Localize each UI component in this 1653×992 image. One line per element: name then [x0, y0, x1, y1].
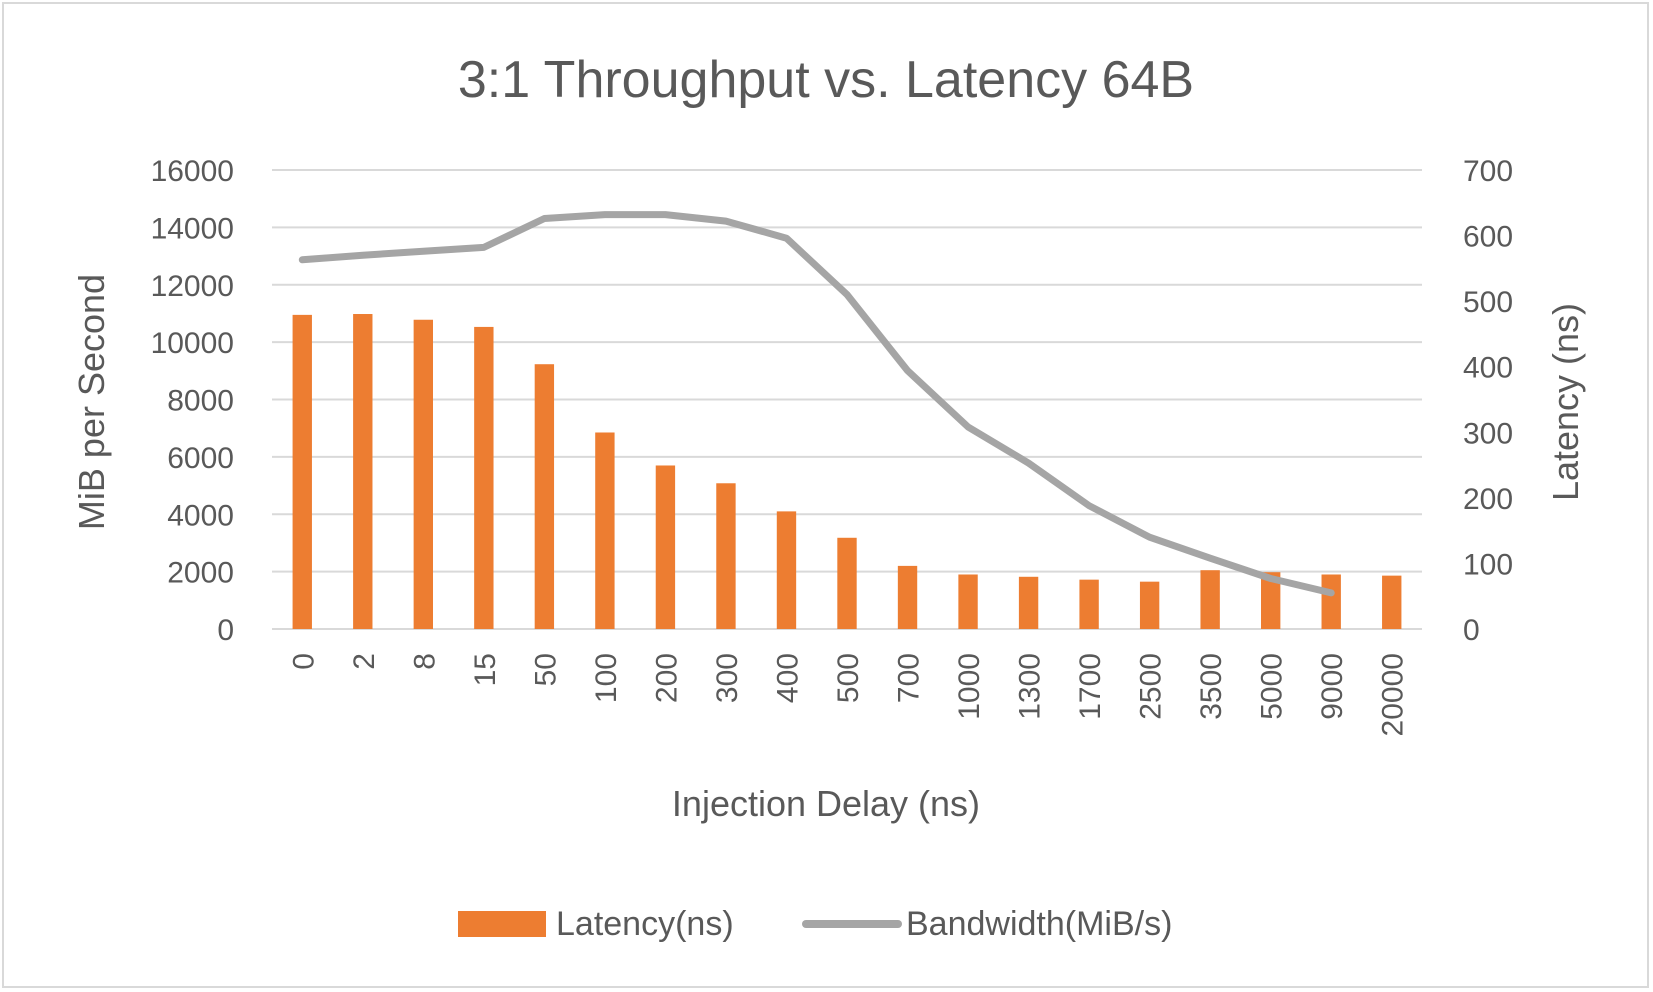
x-tick-label: 100 [590, 653, 623, 703]
left-tick-label: 14000 [151, 212, 234, 245]
x-tick-label: 2 [348, 653, 381, 670]
bar-latency [1321, 574, 1341, 629]
x-tick-label: 3500 [1195, 653, 1228, 720]
gridlines [272, 169, 1422, 630]
right-tick-label: 500 [1463, 286, 1513, 319]
left-tick-label: 2000 [167, 557, 234, 590]
x-tick-label: 400 [771, 653, 804, 703]
x-tick-label: 5000 [1256, 653, 1289, 720]
left-tick-label: 6000 [167, 442, 234, 475]
x-tick-label: 200 [650, 653, 683, 703]
x-tick-label: 50 [529, 653, 562, 686]
right-tick-label: 200 [1463, 483, 1513, 516]
bar-latency [1079, 579, 1099, 629]
legend-swatch-latency [458, 911, 546, 937]
bar-latency [292, 314, 312, 629]
right-axis-ticks: 0 100 200 300 400 500 600 700 [1463, 155, 1513, 647]
bar-latency [474, 326, 494, 629]
left-tick-label: 10000 [151, 327, 234, 360]
x-tick-label: 8 [408, 653, 441, 670]
left-axis-ticks: 0 2000 4000 6000 8000 10000 12000 14000 16000 [151, 155, 234, 647]
bar-latency [1382, 575, 1402, 629]
bar-latency [655, 465, 676, 629]
right-axis-title: Latency (ns) [1545, 303, 1586, 501]
x-tick-label: 700 [893, 653, 926, 703]
line-bandwidth [298, 211, 1335, 597]
x-tick-label: 9000 [1316, 653, 1349, 720]
legend-label-bandwidth: Bandwidth(MiB/s) [906, 905, 1172, 943]
x-tick-label: 1700 [1074, 653, 1107, 720]
bar-latency [1261, 572, 1281, 629]
bar-latency [595, 432, 615, 629]
left-tick-label: 0 [217, 614, 234, 647]
legend: Latency(ns) Bandwidth(MiB/s) [458, 905, 1172, 943]
bar-latency [716, 483, 736, 629]
bar-latency [413, 319, 433, 629]
x-tick-label: 15 [469, 653, 502, 686]
bar-latency [353, 314, 373, 629]
bar-latency [776, 511, 797, 629]
x-axis-ticks: 0 2 8 15 50 100 200 300 400 500 700 1000 1300 1700 250… [287, 653, 1409, 736]
bar-latency [897, 565, 918, 629]
bar-latency [1200, 570, 1220, 629]
bar-latency [1139, 581, 1160, 629]
x-tick-label: 1000 [953, 653, 986, 720]
x-tick-label: 2500 [1135, 653, 1168, 720]
x-tick-label: 1300 [1014, 653, 1047, 720]
bar-latency [837, 537, 857, 629]
bar-latency [1018, 576, 1039, 629]
bar-latency [534, 364, 555, 629]
x-axis-title: Injection Delay (ns) [672, 783, 980, 824]
right-tick-label: 300 [1463, 417, 1513, 450]
bar-latency [958, 574, 978, 629]
latency-bars [292, 314, 1402, 629]
left-tick-label: 16000 [151, 155, 234, 188]
bandwidth-line-group [298, 211, 1335, 597]
right-tick-label: 400 [1463, 352, 1513, 385]
right-tick-label: 600 [1463, 221, 1513, 254]
left-tick-label: 12000 [151, 270, 234, 303]
left-tick-label: 8000 [167, 385, 234, 418]
left-tick-label: 4000 [167, 499, 234, 532]
right-tick-label: 700 [1463, 155, 1513, 188]
left-axis-title: MiB per Second [71, 274, 112, 530]
x-tick-label: 0 [287, 653, 320, 670]
right-tick-label: 0 [1463, 614, 1480, 647]
right-tick-label: 100 [1463, 548, 1513, 581]
legend-label-latency: Latency(ns) [556, 905, 734, 943]
chart-title: 3:1 Throughput vs. Latency 64B [458, 51, 1194, 109]
x-tick-label: 20000 [1377, 653, 1410, 736]
x-tick-label: 500 [832, 653, 865, 703]
x-tick-label: 300 [711, 653, 744, 703]
